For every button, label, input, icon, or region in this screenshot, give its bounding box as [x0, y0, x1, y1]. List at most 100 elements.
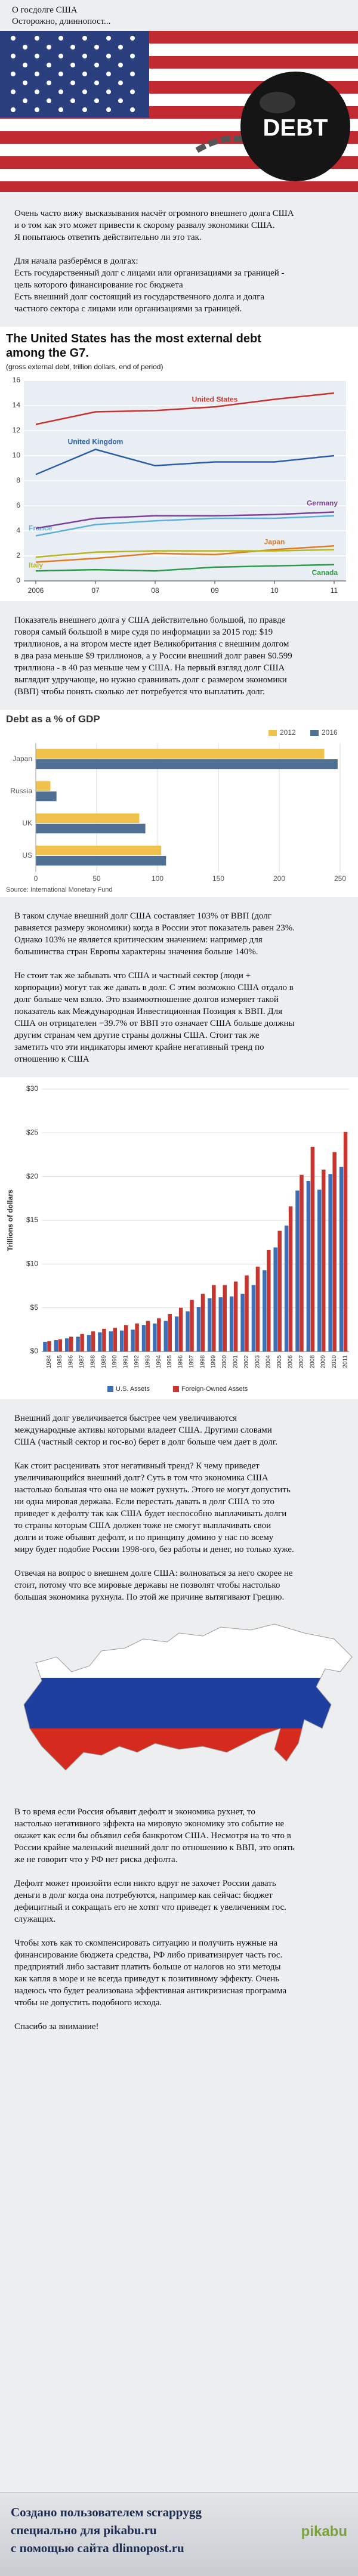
bar	[141, 1325, 146, 1352]
paragraph: Есть государственный долг с лицами или о…	[14, 268, 285, 290]
bar	[208, 1298, 212, 1352]
footer-text: Создано пользователем scrappygg специаль…	[11, 2503, 202, 2557]
x-tick-label: 2007	[298, 1355, 305, 1369]
x-tick-label: 2005	[276, 1355, 283, 1369]
series-label: Italy	[29, 561, 43, 569]
bar	[229, 1296, 234, 1352]
x-tick-label: 50	[92, 874, 101, 883]
series-label: Germany	[307, 499, 338, 508]
y-tick-label: $30	[26, 1084, 38, 1093]
x-tick-label: 0	[34, 874, 38, 883]
bar	[251, 1285, 256, 1352]
bar	[339, 1167, 344, 1352]
flag-star	[35, 107, 39, 112]
bar	[153, 1323, 157, 1352]
flag-star	[94, 81, 99, 85]
paragraph: Показатель внешнего долга у США действит…	[14, 616, 292, 697]
paragraph: Я попытаюсь ответить действительно ли эт…	[14, 233, 202, 242]
paragraph: Дефолт может произойти если никто вдруг …	[14, 1879, 286, 1924]
flag-star	[118, 81, 123, 85]
bar	[36, 791, 57, 802]
y-tick-label: 12	[13, 426, 21, 434]
y-tick-label: UK	[22, 819, 32, 827]
plot: Trillions of dollars $0 $5 $10 $15 $20 $25 $30 1…	[6, 1084, 349, 1393]
legend-label: U.S. Assets	[116, 1386, 150, 1393]
legend-swatch	[310, 730, 319, 736]
bar	[36, 813, 140, 823]
bar	[196, 1307, 201, 1352]
flag-star	[106, 107, 111, 112]
flag-star	[118, 45, 123, 50]
footer-line: с помощью сайта dlinnopost.ru	[11, 2541, 184, 2555]
bar	[267, 1250, 271, 1352]
text-block: Очень часто вижу высказывания насчёт огр…	[0, 208, 309, 315]
y-tick-label: Japan	[13, 754, 32, 763]
bar	[157, 1318, 161, 1352]
y-tick-label: 2	[16, 551, 20, 559]
bar	[87, 1335, 91, 1352]
x-tick-label: 2011	[342, 1355, 348, 1368]
flag-star	[23, 45, 27, 50]
line-chart: The United States has the most external …	[0, 327, 358, 601]
bar	[91, 1331, 95, 1352]
series-line	[35, 511, 335, 530]
series-label: Canada	[312, 568, 338, 577]
flag-star	[94, 98, 99, 103]
bar	[146, 1321, 150, 1352]
legend-swatch	[268, 730, 277, 736]
flag-star	[11, 72, 16, 76]
bar	[295, 1190, 300, 1352]
bar	[300, 1174, 304, 1352]
flag-star	[94, 63, 99, 67]
bar	[317, 1189, 322, 1352]
flag-star	[47, 98, 51, 103]
x-tick-label: 1997	[189, 1355, 195, 1369]
bar	[332, 1152, 337, 1352]
y-tick-label: 16	[13, 376, 21, 384]
flag-star	[58, 72, 63, 76]
bar	[124, 1325, 128, 1352]
flag-star	[70, 63, 75, 67]
x-tick-label: 1999	[211, 1355, 217, 1369]
x-tick-label: 1991	[123, 1355, 129, 1369]
flag-star	[70, 98, 75, 103]
bar	[131, 1329, 135, 1352]
logo[interactable]: pikabu	[301, 2524, 347, 2540]
flag-star	[130, 54, 135, 58]
bar	[36, 856, 166, 866]
paragraph: Отвечая на вопрос о внешнем долге США: в…	[14, 1569, 293, 1602]
bar	[273, 1247, 277, 1352]
series-line	[35, 545, 335, 563]
footer-line: Создано пользователем scrappygg	[11, 2505, 202, 2519]
y-tick-label: $20	[26, 1172, 38, 1180]
bar	[288, 1206, 293, 1352]
flag-star	[106, 72, 111, 76]
x-tick-label: 08	[151, 586, 159, 595]
paragraph: В то время если Россия объявит дефолт и …	[14, 1807, 295, 1864]
x-tick-label: 2008	[309, 1355, 316, 1369]
flag-star	[47, 81, 51, 85]
flag-star	[35, 54, 39, 58]
bar	[113, 1328, 118, 1352]
legend-swatch	[107, 1386, 113, 1392]
bar	[36, 824, 146, 834]
bar	[76, 1337, 80, 1352]
bar	[80, 1334, 84, 1352]
bar	[54, 1340, 58, 1352]
x-tick-label: 150	[212, 874, 224, 883]
x-tick-label: 09	[211, 586, 219, 595]
x-tick-label: 1987	[79, 1355, 85, 1369]
y-tick-label: $5	[30, 1303, 39, 1312]
series-label: Japan	[264, 538, 285, 546]
x-tick-label: 10	[270, 586, 279, 595]
x-tick-label: 1989	[101, 1355, 107, 1369]
flag-star	[82, 72, 87, 76]
flag-star	[58, 107, 63, 112]
paragraph: Внешний долг увеличивается быстрее чем у…	[14, 1414, 278, 1447]
paragraph: Чтобы хоть как то скомпенсировать ситуац…	[14, 1938, 287, 2008]
y-tick-label: 10	[13, 451, 21, 459]
x-tick-label: 1998	[199, 1355, 206, 1369]
bar	[200, 1294, 205, 1352]
plot: 0 2 4 6 8 10 12 14 16 2006 07 08 09 10 11 United States…	[13, 376, 346, 595]
x-tick-label: 2001	[233, 1355, 239, 1369]
